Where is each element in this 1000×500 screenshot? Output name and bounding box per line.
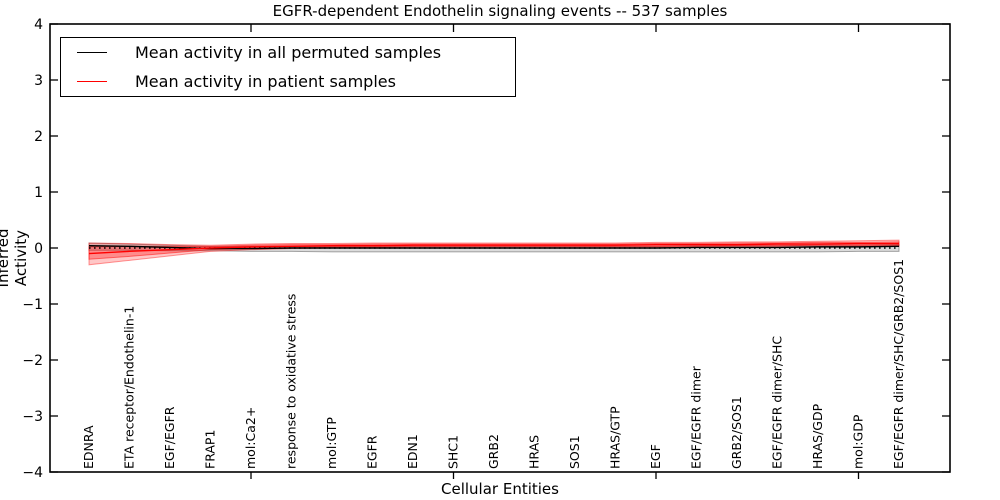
x-tick-label: SOS1 <box>567 435 582 469</box>
legend-label-patient: Mean activity in patient samples <box>135 71 396 91</box>
y-tick-label: −1 <box>22 297 43 313</box>
y-tick-label: −4 <box>22 465 43 481</box>
legend-label-permuted: Mean activity in all permuted samples <box>135 43 442 63</box>
y-tick-label: −2 <box>22 353 43 369</box>
y-tick-label: 4 <box>34 17 43 33</box>
x-tick-label: EGF/EGFR <box>162 406 177 469</box>
y-tick-label: 2 <box>34 129 43 145</box>
x-tick-label: EGF <box>648 444 663 469</box>
x-tick-label: GRB2/SOS1 <box>729 396 744 469</box>
x-tick-label: EDNRA <box>81 425 96 469</box>
x-tick-label: EDN1 <box>405 434 420 469</box>
x-tick-label: FRAP1 <box>203 430 218 469</box>
x-tick-label: response to oxidative stress <box>284 294 299 469</box>
x-tick-label: HRAS <box>527 435 542 469</box>
x-tick-label: EGF/EGFR dimer/SHC <box>770 336 785 469</box>
x-tick-label: mol:GTP <box>324 417 339 469</box>
x-tick-label: mol:GDP <box>851 414 866 469</box>
legend-item-patient: Mean activity in patient samples <box>61 67 515 95</box>
y-axis-label: Inferred Activity <box>0 228 30 288</box>
y-tick-label: 1 <box>34 185 43 201</box>
y-tick-label: −3 <box>22 409 43 425</box>
y-tick-label: 0 <box>34 241 43 257</box>
black-line-swatch-icon <box>77 52 107 54</box>
series-line-permuted <box>88 245 900 250</box>
x-tick-label: EGFR <box>365 435 380 469</box>
x-tick-label: HRAS/GTP <box>608 406 623 469</box>
chart-title: EGFR-dependent Endothelin signaling even… <box>272 2 728 20</box>
red-line-swatch-icon <box>77 80 107 82</box>
x-tick-label: ETA receptor/Endothelin-1 <box>122 306 137 469</box>
x-tick-label: EGF/EGFR dimer <box>689 365 704 469</box>
y-tick-label: 3 <box>34 73 43 89</box>
x-tick-label: SHC1 <box>446 435 461 469</box>
x-tick-label: HRAS/GDP <box>810 403 825 469</box>
x-axis-label: Cellular Entities <box>441 480 559 498</box>
x-tick-label: GRB2 <box>486 434 501 469</box>
x-tick-label: EGF/EGFR dimer/SHC/GRB2/SOS1 <box>891 259 906 469</box>
x-tick-label: mol:Ca2+ <box>243 407 258 469</box>
legend: Mean activity in all permuted samples Me… <box>60 37 516 97</box>
legend-item-permuted: Mean activity in all permuted samples <box>61 39 515 67</box>
series-line-patient <box>88 242 899 255</box>
